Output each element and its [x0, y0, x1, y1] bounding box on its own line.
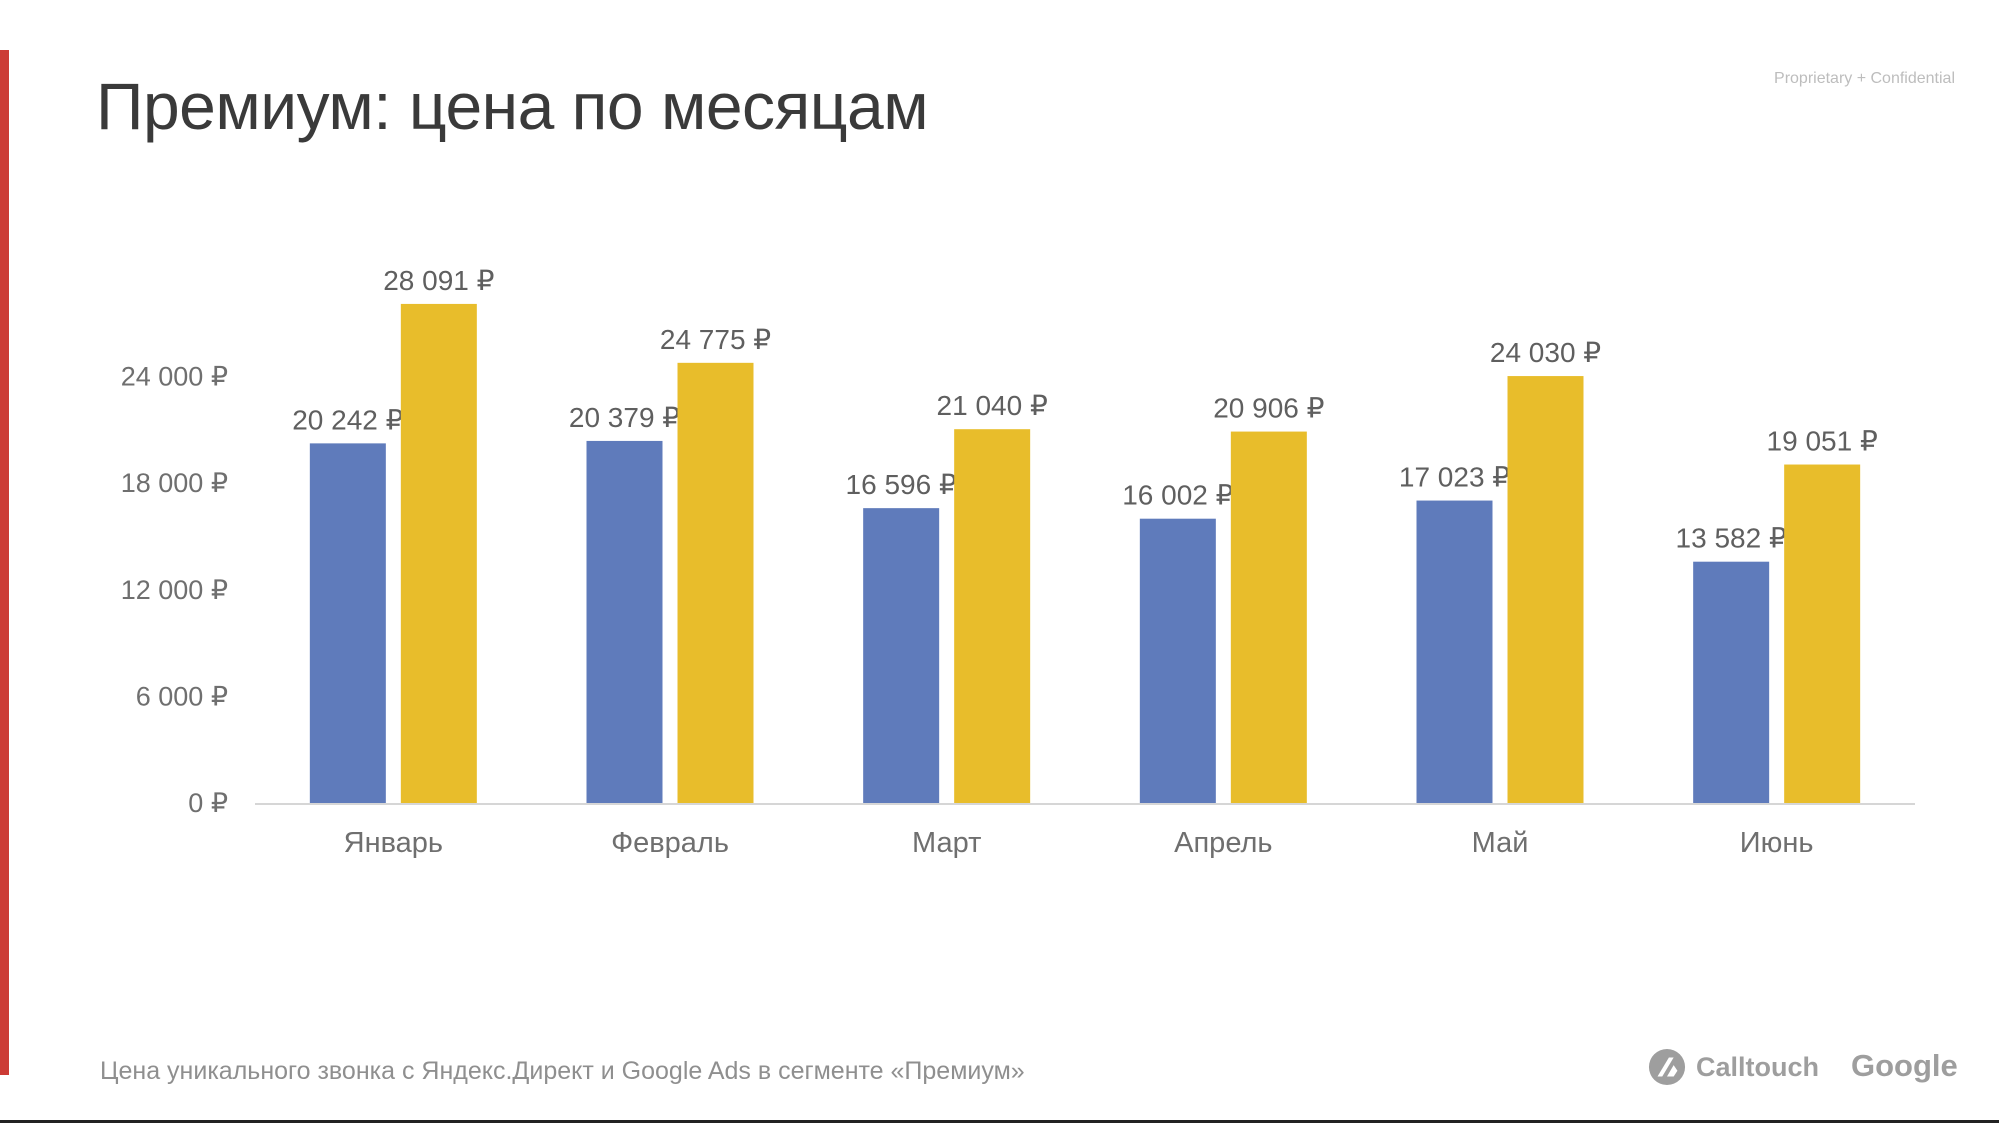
bar-series1-1	[309, 443, 386, 803]
data-label: 24 775 ₽	[660, 324, 771, 355]
y-tick-label: 18 000 ₽	[121, 468, 228, 498]
x-tick-label: Май	[1472, 827, 1529, 859]
bottom-rule	[0, 1120, 1999, 1123]
google-logo: Google	[1851, 1048, 1958, 1083]
data-label: 20 242 ₽	[292, 404, 403, 435]
data-label: 16 596 ₽	[846, 469, 957, 500]
data-label: 28 091 ₽	[383, 265, 494, 296]
bar-series1-2	[586, 440, 663, 803]
y-tick-label: 12 000 ₽	[121, 575, 228, 605]
bar-series2-5	[1507, 376, 1584, 803]
data-label: 16 002 ₽	[1122, 480, 1233, 511]
data-label: 13 582 ₽	[1676, 523, 1787, 554]
y-tick-label: 6 000 ₽	[136, 681, 228, 711]
bar-series2-2	[677, 362, 754, 803]
x-tick-label: Июнь	[1740, 827, 1814, 859]
bar-series2-3	[954, 429, 1031, 803]
x-tick-label: Февраль	[611, 827, 729, 859]
chart-footnote: Цена уникального звонка с Яндекс.Директ …	[100, 1057, 1025, 1085]
calltouch-icon	[1648, 1048, 1686, 1086]
calltouch-logo: Calltouch	[1648, 1045, 1819, 1089]
calltouch-logo-text: Calltouch	[1696, 1051, 1820, 1082]
y-tick-label: 24 000 ₽	[121, 362, 228, 392]
x-tick-label: Март	[912, 827, 981, 859]
bar-series1-4	[1139, 518, 1216, 803]
bar-series1-6	[1693, 561, 1770, 803]
y-tick-label: 0 ₽	[188, 788, 228, 818]
x-tick-label: Январь	[344, 827, 443, 859]
confidential-label: Proprietary + Confidential	[1774, 70, 1955, 87]
slide-title: Премиум: цена по месяцам	[96, 69, 929, 143]
data-label: 20 379 ₽	[569, 402, 680, 433]
x-tick-label: Апрель	[1174, 827, 1272, 859]
bar-series2-6	[1784, 464, 1861, 803]
bar-series1-3	[863, 508, 940, 803]
data-label: 17 023 ₽	[1399, 462, 1510, 493]
accent-bar	[0, 50, 9, 1075]
data-label: 21 040 ₽	[937, 390, 1048, 421]
bar-series2-1	[400, 303, 477, 803]
data-label: 19 051 ₽	[1767, 426, 1878, 457]
data-label: 20 906 ₽	[1213, 393, 1324, 424]
data-label: 24 030 ₽	[1490, 337, 1601, 368]
bar-series1-5	[1416, 500, 1493, 803]
bar-series2-4	[1230, 431, 1307, 803]
